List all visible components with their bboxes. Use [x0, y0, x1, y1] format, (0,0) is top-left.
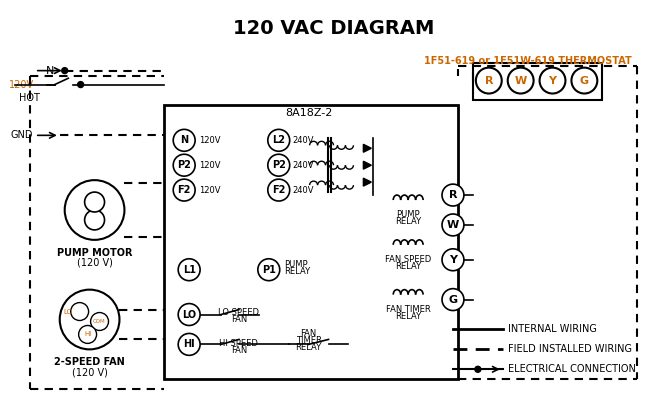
- Text: LO: LO: [182, 310, 196, 320]
- Text: RELAY: RELAY: [283, 267, 310, 276]
- Text: LO SPEED: LO SPEED: [218, 308, 259, 317]
- Text: P2: P2: [272, 160, 285, 170]
- Text: FAN: FAN: [230, 347, 247, 355]
- Circle shape: [572, 67, 598, 93]
- Circle shape: [174, 154, 195, 176]
- Circle shape: [476, 67, 502, 93]
- Text: G: G: [580, 75, 589, 85]
- Text: GND: GND: [11, 130, 33, 140]
- Text: PUMP MOTOR: PUMP MOTOR: [57, 248, 132, 258]
- Text: HOT: HOT: [19, 93, 40, 103]
- Circle shape: [174, 129, 195, 151]
- Text: R: R: [449, 190, 457, 200]
- Circle shape: [475, 366, 481, 372]
- Text: TIMER: TIMER: [295, 336, 322, 345]
- Text: 120V: 120V: [199, 161, 220, 170]
- Text: Y: Y: [549, 75, 557, 85]
- Text: L1: L1: [183, 265, 196, 275]
- Text: (120 V): (120 V): [72, 367, 107, 377]
- Circle shape: [62, 67, 68, 74]
- Text: W: W: [447, 220, 459, 230]
- Text: HI SPEED: HI SPEED: [220, 339, 259, 349]
- Circle shape: [90, 313, 109, 331]
- Text: PUMP: PUMP: [283, 260, 308, 269]
- Polygon shape: [363, 144, 371, 152]
- Circle shape: [178, 334, 200, 355]
- Text: G: G: [448, 295, 458, 305]
- Text: R: R: [484, 75, 493, 85]
- Text: FAN: FAN: [230, 315, 247, 323]
- Text: RELAY: RELAY: [395, 312, 421, 321]
- Polygon shape: [363, 161, 371, 169]
- Circle shape: [268, 129, 289, 151]
- Text: RELAY: RELAY: [295, 344, 322, 352]
- Text: 8A18Z-2: 8A18Z-2: [285, 109, 332, 119]
- Text: 240V: 240V: [293, 161, 314, 170]
- Circle shape: [442, 249, 464, 271]
- Text: INTERNAL WIRING: INTERNAL WIRING: [508, 324, 596, 334]
- Text: L2: L2: [272, 135, 285, 145]
- Text: HI: HI: [184, 339, 195, 349]
- Text: 120 VAC DIAGRAM: 120 VAC DIAGRAM: [232, 19, 434, 38]
- Text: RELAY: RELAY: [395, 262, 421, 271]
- Text: (120 V): (120 V): [76, 258, 113, 268]
- Circle shape: [78, 326, 96, 344]
- Text: Y: Y: [449, 255, 457, 265]
- Text: 1F51-619 or 1F51W-619 THERMOSTAT: 1F51-619 or 1F51W-619 THERMOSTAT: [423, 56, 632, 66]
- Text: N: N: [180, 135, 188, 145]
- Text: 120V: 120V: [9, 80, 34, 90]
- Circle shape: [268, 154, 289, 176]
- Text: FIELD INSTALLED WIRING: FIELD INSTALLED WIRING: [508, 344, 632, 354]
- Text: RELAY: RELAY: [395, 217, 421, 226]
- Text: FAN TIMER: FAN TIMER: [386, 305, 431, 313]
- Circle shape: [508, 67, 533, 93]
- Text: N: N: [46, 66, 54, 75]
- Circle shape: [178, 259, 200, 281]
- Text: 240V: 240V: [293, 186, 314, 194]
- Circle shape: [178, 304, 200, 326]
- Text: COM: COM: [93, 319, 106, 324]
- Text: FAN: FAN: [300, 329, 317, 339]
- Text: HI: HI: [84, 331, 91, 337]
- Circle shape: [258, 259, 280, 281]
- Text: LO: LO: [63, 308, 72, 315]
- Circle shape: [174, 179, 195, 201]
- Circle shape: [268, 179, 289, 201]
- Text: P2: P2: [178, 160, 191, 170]
- Circle shape: [442, 289, 464, 310]
- Circle shape: [78, 82, 84, 88]
- Text: 120V: 120V: [199, 136, 220, 145]
- Text: W: W: [515, 75, 527, 85]
- Text: 120V: 120V: [199, 186, 220, 194]
- FancyBboxPatch shape: [473, 63, 602, 101]
- Bar: [164, 106, 458, 379]
- Text: PUMP: PUMP: [397, 210, 420, 219]
- Text: 2-SPEED FAN: 2-SPEED FAN: [54, 357, 125, 367]
- Circle shape: [84, 192, 105, 212]
- Circle shape: [70, 303, 88, 321]
- Circle shape: [84, 210, 105, 230]
- Text: 240V: 240V: [293, 136, 314, 145]
- Text: FAN SPEED: FAN SPEED: [385, 255, 431, 264]
- Text: ELECTRICAL CONNECTION: ELECTRICAL CONNECTION: [508, 364, 636, 374]
- Circle shape: [442, 184, 464, 206]
- Text: F2: F2: [272, 185, 285, 195]
- Circle shape: [539, 67, 565, 93]
- Circle shape: [442, 214, 464, 236]
- Circle shape: [60, 290, 119, 349]
- Polygon shape: [363, 178, 371, 186]
- Text: F2: F2: [178, 185, 191, 195]
- Text: P1: P1: [262, 265, 276, 275]
- Circle shape: [65, 180, 125, 240]
